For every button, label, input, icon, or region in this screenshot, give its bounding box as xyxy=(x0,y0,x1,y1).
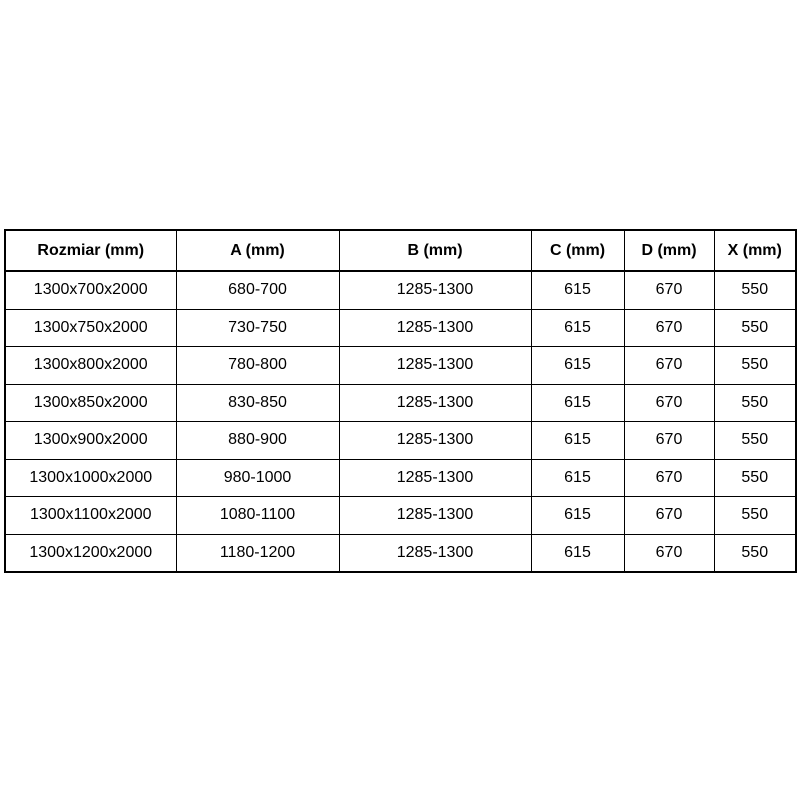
table-body: 1300x700x2000 680-700 1285-1300 615 670 550 13… xyxy=(4,270,797,573)
table-cell: 670 xyxy=(623,308,715,347)
table-cell: 1285-1300 xyxy=(338,308,532,347)
table-cell: 830-850 xyxy=(175,383,340,422)
table-cell: 1300x1200x2000 xyxy=(4,533,177,573)
table-row: 1300x750x2000 730-750 1285-1300 615 670 550 xyxy=(4,308,797,347)
table-cell: 1300x700x2000 xyxy=(4,270,177,310)
table-cell: 1300x800x2000 xyxy=(4,346,177,385)
table-row: 1300x700x2000 680-700 1285-1300 615 670 550 xyxy=(4,270,797,310)
table-row: 1300x1100x2000 1080-1100 1285-1300 615 670 55… xyxy=(4,496,797,535)
table-cell: 670 xyxy=(623,533,715,573)
table-cell: 670 xyxy=(623,496,715,535)
table-cell: 1285-1300 xyxy=(338,346,532,385)
table-cell: 615 xyxy=(530,421,625,460)
column-header-d: D (mm) xyxy=(623,229,715,272)
table-cell: 550 xyxy=(713,270,797,310)
table-row: 1300x1000x2000 980-1000 1285-1300 615 670 550 xyxy=(4,458,797,497)
column-header-c: C (mm) xyxy=(530,229,625,272)
table-row: 1300x850x2000 830-850 1285-1300 615 670 550 xyxy=(4,383,797,422)
table-cell: 550 xyxy=(713,533,797,573)
table-cell: 1285-1300 xyxy=(338,270,532,310)
table-cell: 670 xyxy=(623,383,715,422)
column-header-rozmiar: Rozmiar (mm) xyxy=(4,229,177,272)
table-cell: 615 xyxy=(530,270,625,310)
table-cell: 1300x900x2000 xyxy=(4,421,177,460)
table-cell: 615 xyxy=(530,383,625,422)
table-cell: 670 xyxy=(623,270,715,310)
table-cell: 550 xyxy=(713,458,797,497)
table-cell: 730-750 xyxy=(175,308,340,347)
column-header-b: B (mm) xyxy=(338,229,532,272)
table-cell: 1300x750x2000 xyxy=(4,308,177,347)
table-cell: 615 xyxy=(530,346,625,385)
table-cell: 550 xyxy=(713,308,797,347)
table-cell: 550 xyxy=(713,421,797,460)
table-cell: 1285-1300 xyxy=(338,383,532,422)
table-cell: 615 xyxy=(530,308,625,347)
table-cell: 980-1000 xyxy=(175,458,340,497)
table-cell: 670 xyxy=(623,421,715,460)
table-cell: 1300x1000x2000 xyxy=(4,458,177,497)
table-cell: 615 xyxy=(530,533,625,573)
table-cell: 1285-1300 xyxy=(338,421,532,460)
column-header-a: A (mm) xyxy=(175,229,340,272)
table-cell: 1180-1200 xyxy=(175,533,340,573)
table-header-row: Rozmiar (mm) A (mm) B (mm) C (mm) D (mm)… xyxy=(4,229,797,272)
table-cell: 670 xyxy=(623,458,715,497)
table-row: 1300x900x2000 880-900 1285-1300 615 670 550 xyxy=(4,421,797,460)
table-cell: 615 xyxy=(530,458,625,497)
table-cell: 550 xyxy=(713,383,797,422)
table-cell: 780-800 xyxy=(175,346,340,385)
table-cell: 1285-1300 xyxy=(338,458,532,497)
table-row: 1300x800x2000 780-800 1285-1300 615 670 550 xyxy=(4,346,797,385)
table-cell: 1285-1300 xyxy=(338,533,532,573)
table-cell: 880-900 xyxy=(175,421,340,460)
table-cell: 670 xyxy=(623,346,715,385)
table-cell: 615 xyxy=(530,496,625,535)
size-spec-table: Rozmiar (mm) A (mm) B (mm) C (mm) D (mm)… xyxy=(4,229,797,573)
table-cell: 550 xyxy=(713,346,797,385)
table-row: 1300x1200x2000 1180-1200 1285-1300 615 670 55… xyxy=(4,533,797,573)
table-cell: 1285-1300 xyxy=(338,496,532,535)
table-header: Rozmiar (mm) A (mm) B (mm) C (mm) D (mm)… xyxy=(4,229,797,272)
table-cell: 1300x1100x2000 xyxy=(4,496,177,535)
column-header-x: X (mm) xyxy=(713,229,797,272)
table-cell: 1300x850x2000 xyxy=(4,383,177,422)
table-cell: 1080-1100 xyxy=(175,496,340,535)
table-cell: 550 xyxy=(713,496,797,535)
table-cell: 680-700 xyxy=(175,270,340,310)
